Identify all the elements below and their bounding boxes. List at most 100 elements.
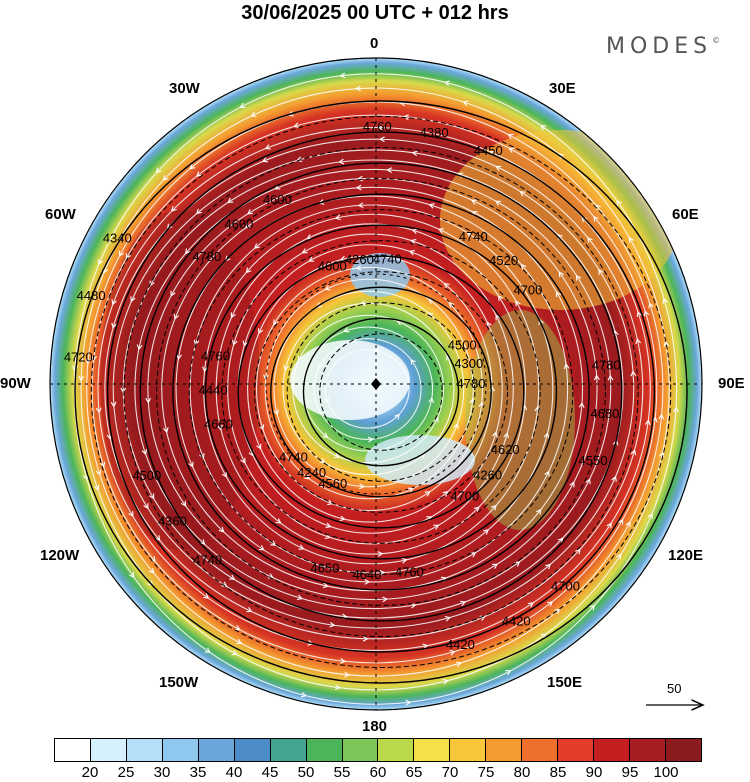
streamline-arrow [478, 401, 485, 408]
streamline-arrow [334, 214, 341, 221]
streamline-arrow [575, 274, 582, 281]
height-contour [106, 131, 656, 653]
streamline-arrow [173, 313, 180, 320]
contour-label: 4480 [77, 288, 106, 303]
streamline-arrow [95, 407, 102, 414]
contour-label: 4660 [204, 416, 233, 431]
copyright-mark: © [712, 36, 721, 45]
streamline-arrow [443, 282, 450, 289]
vector-scale-label: 50 [667, 681, 682, 696]
streamline-arrow [202, 366, 208, 373]
height-contour [286, 302, 476, 482]
streamline-arrow [503, 432, 509, 439]
streamline [80, 87, 670, 691]
streamline-arrow [547, 601, 553, 607]
contour-label: 4420 [446, 637, 475, 652]
contour-label: 4760 [201, 349, 230, 364]
streamline-arrow [327, 499, 334, 506]
contour-label: 4500 [448, 337, 477, 352]
streamline-arrow [339, 658, 347, 664]
streamline-arrow [239, 102, 246, 108]
colorbar-bin [342, 739, 379, 761]
streamline-arrow [460, 600, 467, 607]
streamline-arrow [99, 461, 106, 468]
streamline-arrow [408, 249, 415, 256]
streamline-arrow [333, 452, 341, 459]
streamline-arrow [204, 647, 211, 653]
streamline [122, 159, 624, 619]
streamline-arrow [232, 339, 238, 346]
streamline-arrow [514, 561, 521, 567]
height-contour [302, 317, 460, 467]
streamline-arrow [270, 540, 277, 546]
lon-label-0: 0 [370, 35, 379, 52]
streamline-arrow [120, 387, 127, 394]
streamline-arrow [442, 678, 449, 685]
contour-label: 4550 [579, 453, 608, 468]
contour-label-layer: 4780 4740 4740 4700 4760 4700 4650 4600 4550 4500… [64, 119, 621, 652]
colorbar-tick-label: 30 [153, 764, 171, 781]
contour-label: 4420 [502, 613, 531, 628]
contour-label: 4680 [590, 406, 619, 421]
contour-label: 4500 [132, 468, 161, 483]
streamline-arrow [118, 250, 125, 257]
streamline-arrow [130, 296, 136, 303]
streamline-arrow [540, 125, 547, 131]
contour-label: 4600 [224, 217, 253, 232]
streamline-arrow [91, 355, 97, 362]
height-contour [172, 193, 590, 591]
streamline-arrow [301, 248, 308, 254]
streamline-arrow [455, 661, 462, 667]
colorbar-bin [450, 739, 487, 761]
streamline-arrow [618, 518, 624, 525]
streamline-arrow [402, 114, 409, 120]
streamline-arrow [486, 321, 492, 328]
streamline-arrow [273, 319, 279, 326]
streamline-arrow [598, 268, 604, 275]
streamline-arrow [339, 72, 346, 79]
streamline-arrow [344, 671, 351, 678]
contour-label: 4760 [363, 119, 392, 134]
streamline-arrow [227, 197, 234, 204]
colorbar-tick-label: 35 [189, 764, 207, 781]
streamline [255, 266, 484, 512]
streamline-arrow [93, 484, 100, 491]
contour-label: 4560 [318, 476, 347, 491]
contour-label: 4740 [279, 449, 308, 464]
streamline-arrow [324, 285, 331, 291]
streamline-arrow [283, 364, 290, 372]
streamline-arrow [95, 469, 102, 476]
colorbar-bin [55, 739, 91, 761]
height-contour [319, 333, 443, 451]
streamline-arrow [246, 606, 253, 613]
streamline-arrow [203, 593, 210, 599]
streamline-arrow [672, 406, 679, 413]
colorbar-bin [558, 739, 595, 761]
lon-label-180: 180 [362, 718, 388, 735]
streamline [189, 204, 554, 574]
streamline-arrow [377, 551, 384, 557]
streamline-arrow [263, 374, 269, 381]
streamline-arrow [515, 300, 521, 307]
streamline-arrow [466, 232, 473, 238]
streamline-arrow [128, 572, 135, 579]
streamline-arrow [428, 397, 435, 404]
streamline-arrow [298, 544, 305, 550]
streamline-arrow [273, 409, 279, 416]
streamline-arrow [497, 295, 504, 302]
colorbar-bin [234, 739, 271, 761]
streamline-arrow [443, 80, 451, 87]
contour-label: 4700 [513, 282, 542, 297]
streamline-arrow [149, 493, 155, 500]
streamline-arrow [184, 248, 191, 255]
colorbar-tick-label: 50 [297, 764, 315, 781]
streamline [273, 290, 465, 488]
core-high-3 [350, 253, 410, 297]
streamline-arrow [240, 457, 246, 464]
contour-label: 4760 [395, 564, 424, 579]
streamline-arrow [293, 122, 300, 128]
contour-label: 4720 [64, 349, 93, 364]
height-contour [123, 147, 639, 637]
colorbar-bin [594, 739, 630, 761]
streamline-arrow [401, 557, 408, 564]
